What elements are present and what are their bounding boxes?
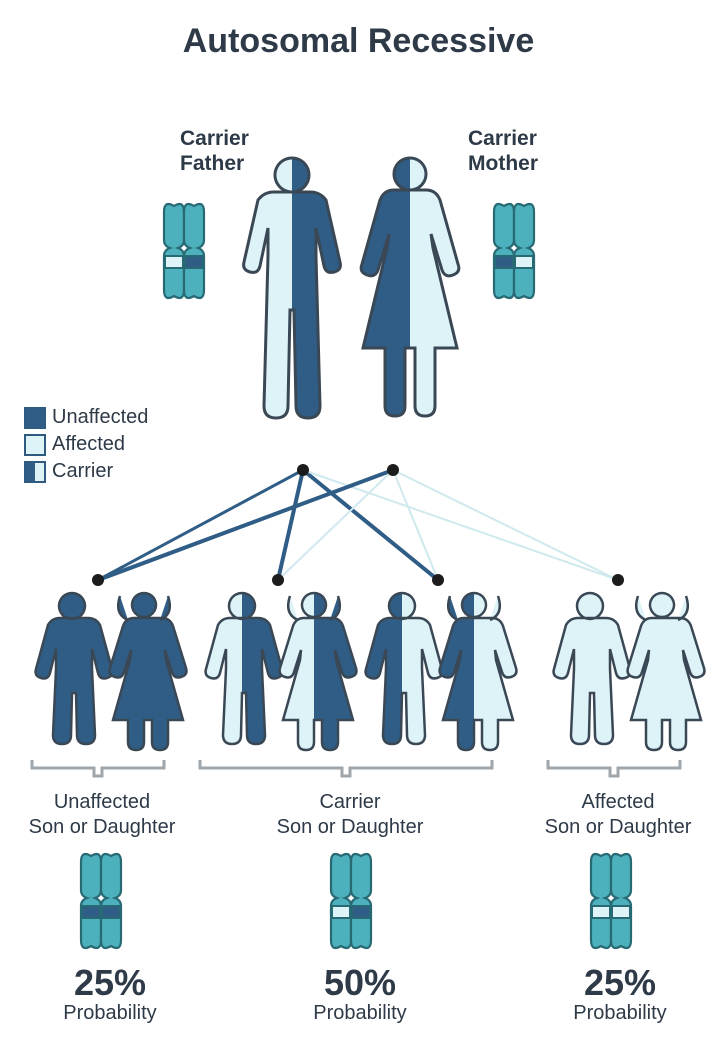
prob-affected: 25% Probability — [560, 962, 680, 1025]
prob-unaffected: 25% Probability — [50, 962, 170, 1025]
prob-carrier: 50% Probability — [300, 962, 420, 1025]
bottom-chromosomes — [0, 22, 717, 962]
prob-unaffected-label: Probability — [50, 1002, 170, 1025]
prob-carrier-label: Probability — [300, 1002, 420, 1025]
prob-unaffected-pct: 25% — [50, 962, 170, 1004]
prob-affected-label: Probability — [560, 1002, 680, 1025]
prob-carrier-pct: 50% — [300, 962, 420, 1004]
prob-affected-pct: 25% — [560, 962, 680, 1004]
